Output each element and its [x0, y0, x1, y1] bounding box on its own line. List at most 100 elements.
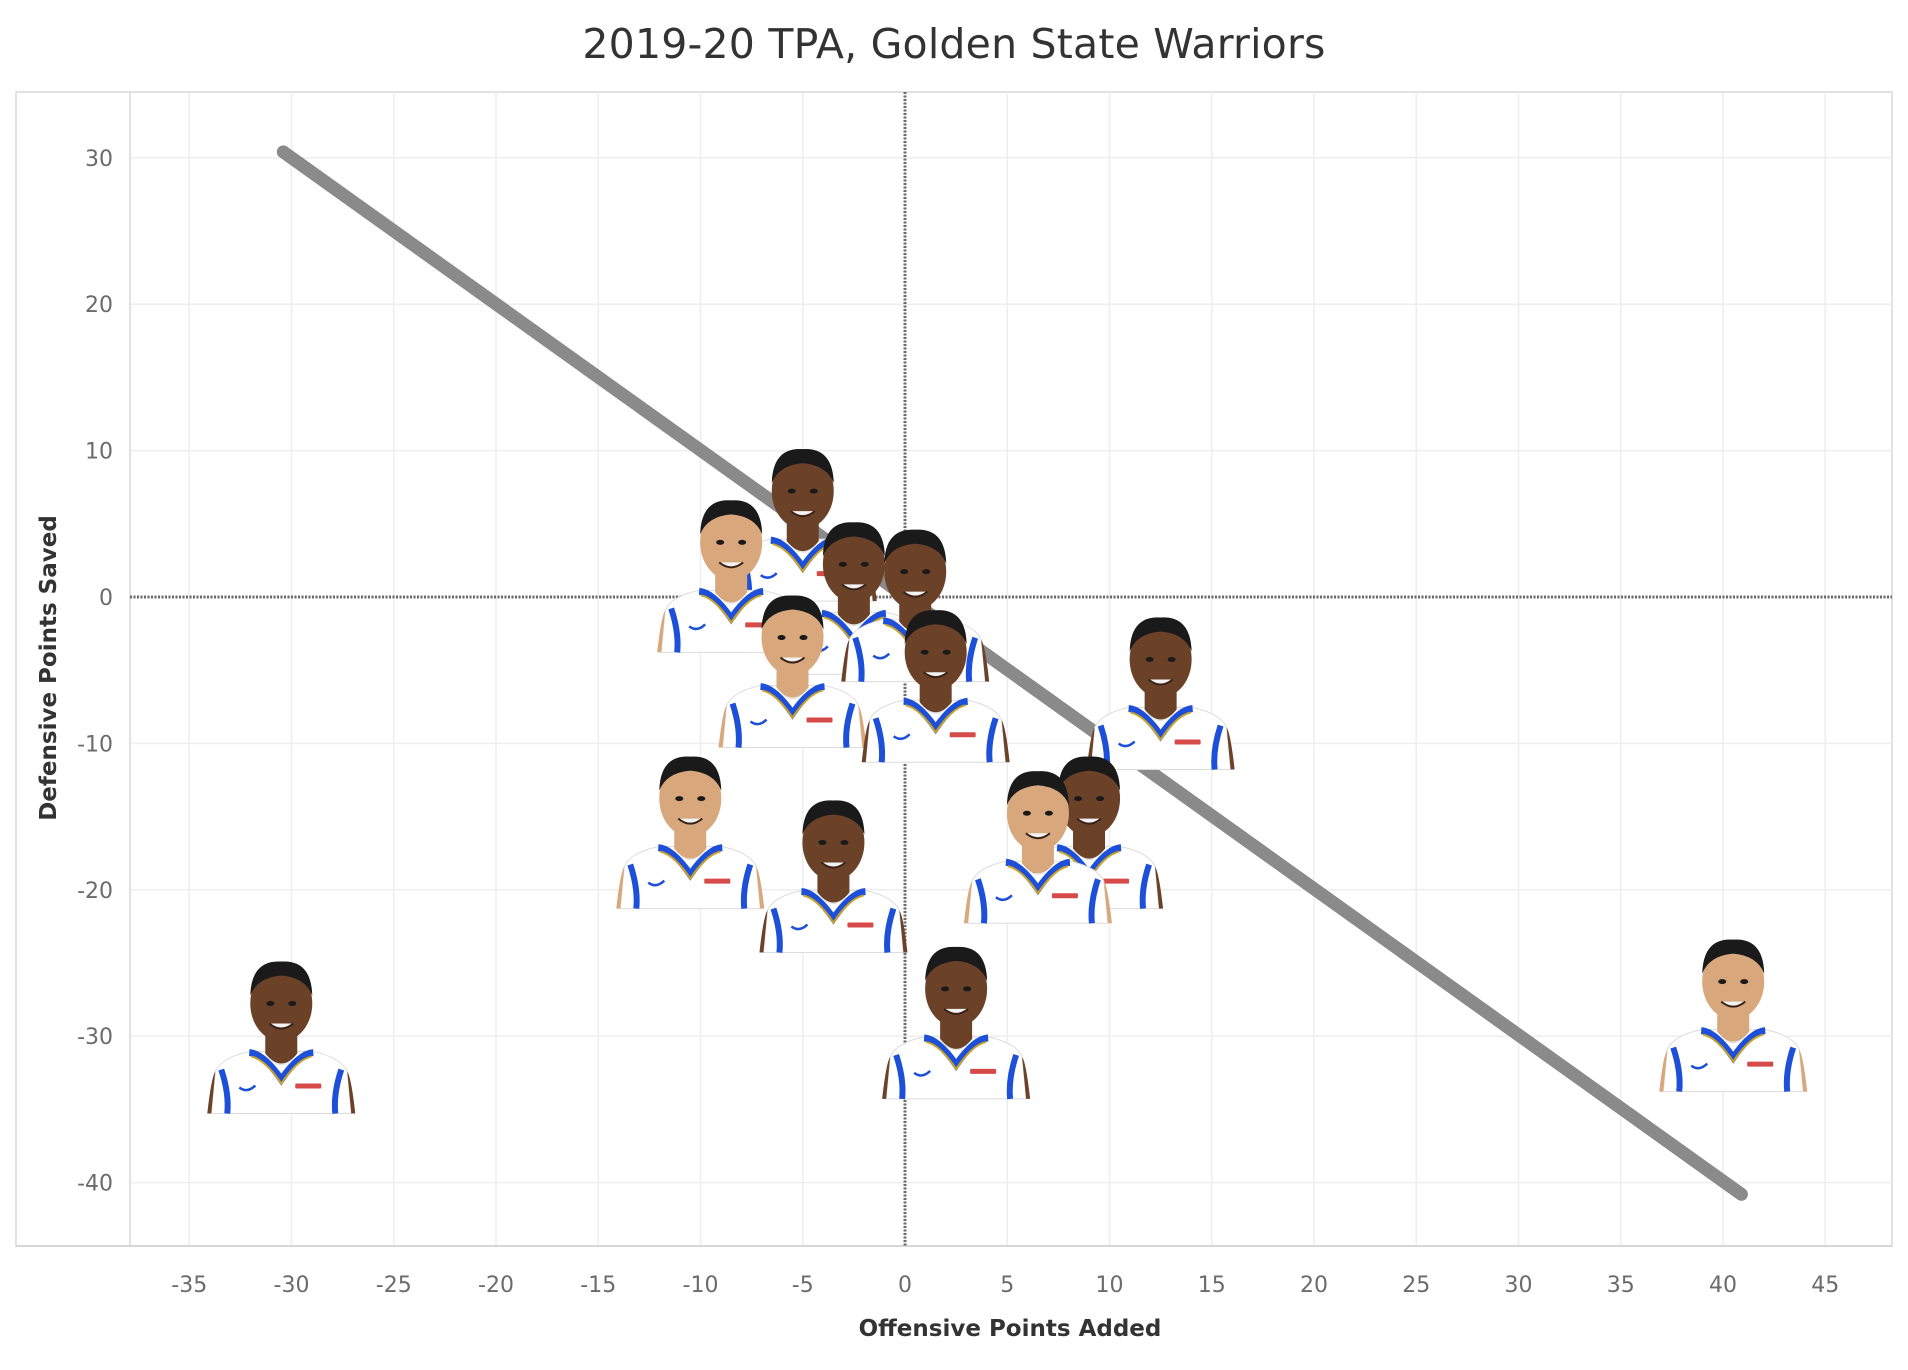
face-shape	[904, 614, 967, 691]
arm-left-shape	[963, 881, 972, 924]
eye-left	[716, 539, 725, 545]
neck-shape	[919, 684, 952, 713]
arm-left-shape	[882, 1056, 891, 1099]
x-tick-label: 5	[1000, 1273, 1014, 1298]
jersey-trim-right	[1783, 1046, 1797, 1092]
hair-shape	[802, 800, 865, 835]
neck-shape	[715, 574, 748, 603]
collar-shape	[698, 587, 764, 625]
logo-swoosh	[1117, 740, 1136, 748]
jersey-trim-left	[627, 863, 640, 909]
collar-gold-shape	[762, 689, 823, 720]
hair-shape	[700, 500, 763, 535]
logo-swoosh	[1690, 1062, 1709, 1070]
hair-shape	[250, 961, 313, 996]
smile-shape	[902, 590, 928, 598]
x-tick-label: -15	[580, 1273, 616, 1298]
smile-shape	[841, 583, 867, 591]
logo-swoosh	[760, 572, 778, 579]
collar-gold-shape	[251, 1055, 312, 1086]
sponsor-patch	[806, 717, 833, 723]
hair-shape	[1702, 939, 1765, 974]
neck-shape	[837, 596, 870, 625]
arm-right-shape	[1103, 881, 1112, 924]
neck-shape	[265, 1035, 298, 1064]
y-tick-label: -20	[77, 879, 113, 904]
eye-left	[900, 569, 909, 575]
x-tick-label: 35	[1607, 1273, 1635, 1298]
x-tick-label: 10	[1096, 1273, 1124, 1298]
eye-left	[777, 635, 786, 641]
x-tick-label: 15	[1198, 1273, 1226, 1298]
jersey-trim-right	[965, 636, 979, 682]
eye-left	[1145, 657, 1154, 663]
eye-right	[860, 561, 869, 567]
collar-shape	[800, 888, 867, 925]
smile-shape	[677, 817, 703, 825]
smile-shape	[779, 656, 806, 664]
smile-shape	[268, 1022, 294, 1030]
arm-right-shape	[756, 866, 765, 909]
jersey-trim-left	[872, 717, 886, 763]
collar-shape	[903, 697, 969, 735]
chart-title: 2019-20 TPA, Golden State Warriors	[582, 20, 1326, 68]
hair-shape	[1058, 756, 1121, 791]
neck-shape	[776, 669, 809, 698]
y-tick-label: 10	[85, 440, 113, 465]
smile-shape	[1720, 1000, 1746, 1008]
arm-right-shape	[1226, 727, 1235, 770]
neck-shape	[674, 830, 707, 859]
hair-shape	[822, 522, 885, 557]
eye-right	[697, 796, 706, 802]
face-shape	[1129, 621, 1192, 698]
player-marker	[1659, 939, 1808, 1093]
player-marker	[882, 946, 1031, 1100]
logo-swoosh	[913, 1070, 932, 1077]
x-tick-label: -10	[683, 1273, 719, 1298]
x-tick-label: 0	[898, 1273, 912, 1298]
collar-gold-shape	[905, 704, 966, 735]
face-shape	[822, 526, 885, 603]
eye-right	[942, 649, 951, 655]
smile-shape	[1025, 832, 1051, 840]
sponsor-patch	[1051, 893, 1078, 899]
y-axis-title: Defensive Points Saved	[36, 515, 62, 821]
logo-swoosh	[749, 718, 768, 726]
face-shape	[884, 533, 947, 610]
eye-left	[1718, 979, 1727, 985]
face-shape	[250, 965, 313, 1042]
eye-right	[1044, 810, 1053, 816]
jersey-trim-left	[668, 607, 681, 653]
smile-shape	[943, 1008, 969, 1015]
collar-shape	[657, 844, 723, 881]
hair-shape	[771, 449, 834, 484]
collar-shape	[1128, 705, 1194, 742]
y-tick-label: -30	[77, 1025, 113, 1050]
face-shape	[659, 760, 722, 837]
data-points	[207, 449, 1808, 1115]
eye-left	[266, 1001, 275, 1007]
eye-right	[1740, 979, 1749, 985]
x-tick-label: 40	[1709, 1273, 1737, 1298]
x-tick-label: -35	[171, 1273, 207, 1298]
arm-left-shape	[657, 610, 666, 653]
eye-right	[809, 488, 818, 494]
neck-shape	[1073, 830, 1106, 859]
x-axis-title: Offensive Points Added	[859, 1316, 1162, 1342]
arm-left-shape	[718, 705, 727, 748]
x-tick-label: 30	[1505, 1273, 1533, 1298]
jersey-trim-right	[986, 717, 999, 763]
x-tick-label: -20	[478, 1273, 514, 1298]
face-shape	[802, 804, 865, 881]
arm-left-shape	[616, 866, 625, 909]
arm-left-shape	[861, 720, 870, 763]
hair-shape	[904, 610, 967, 645]
arm-right-shape	[1155, 866, 1164, 909]
eye-right	[922, 569, 931, 575]
tick-labels: -35 -30 -25 -20 -15 -10 -5 0 5 10 15 20 25 30 35 40 45 30…	[77, 147, 1839, 1298]
logo-swoosh	[790, 923, 809, 931]
logo-swoosh	[892, 733, 911, 740]
x-tick-label: -5	[792, 1273, 814, 1298]
face-shape	[1702, 943, 1765, 1020]
